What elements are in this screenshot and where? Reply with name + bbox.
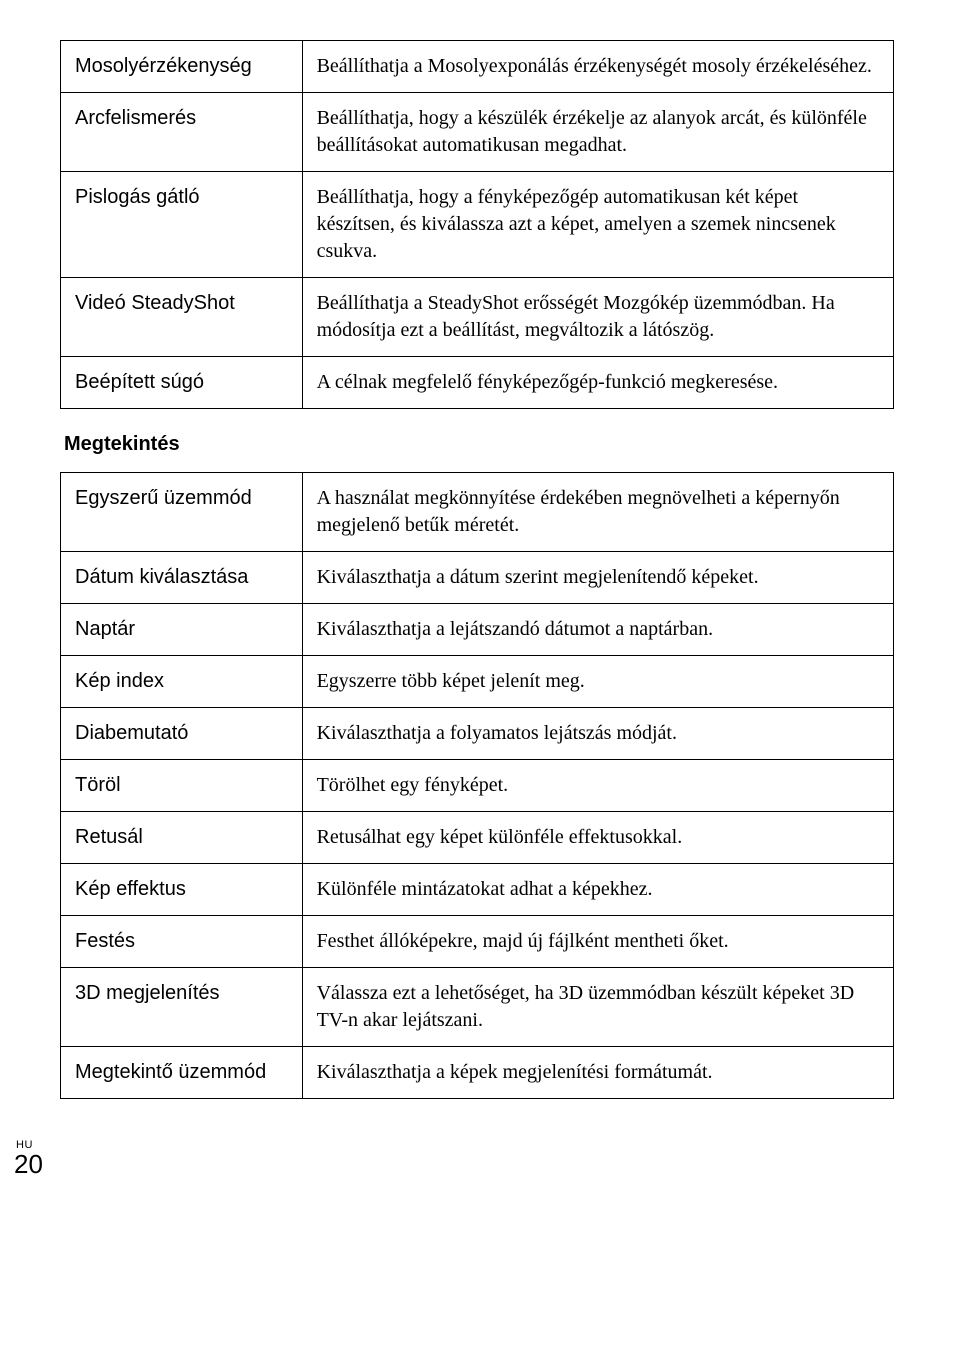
row-label: Naptár	[61, 604, 303, 656]
row-label: Retusál	[61, 812, 303, 864]
table-row: Videó SteadyShotBeállíthatja a SteadySho…	[61, 278, 894, 357]
table-row: MosolyérzékenységBeállíthatja a Mosolyex…	[61, 41, 894, 93]
table-row: Pislogás gátlóBeállíthatja, hogy a fényk…	[61, 172, 894, 278]
row-label: Dátum kiválasztása	[61, 552, 303, 604]
row-description: Retusálhat egy képet különféle effektuso…	[302, 812, 893, 864]
row-label: Pislogás gátló	[61, 172, 303, 278]
row-label: Mosolyérzékenység	[61, 41, 303, 93]
table-row: 3D megjelenítésVálassza ezt a lehetősége…	[61, 968, 894, 1047]
document-page: MosolyérzékenységBeállíthatja a Mosolyex…	[0, 0, 954, 1197]
row-label: Arcfelismerés	[61, 93, 303, 172]
table-row: Beépített súgóA célnak megfelelő fénykép…	[61, 357, 894, 409]
row-label: Töröl	[61, 760, 303, 812]
row-label: Kép index	[61, 656, 303, 708]
row-label: Kép effektus	[61, 864, 303, 916]
table-row: Kép effektusKülönféle mintázatokat adhat…	[61, 864, 894, 916]
table-row: RetusálRetusálhat egy képet különféle ef…	[61, 812, 894, 864]
table-row: NaptárKiválaszthatja a lejátszandó dátum…	[61, 604, 894, 656]
row-label: Videó SteadyShot	[61, 278, 303, 357]
row-description: Beállíthatja, hogy a fényképezőgép autom…	[302, 172, 893, 278]
table-row: ArcfelismerésBeállíthatja, hogy a készül…	[61, 93, 894, 172]
table-row: TörölTörölhet egy fényképet.	[61, 760, 894, 812]
row-description: Kiválaszthatja a folyamatos lejátszás mó…	[302, 708, 893, 760]
table-row: Kép indexEgyszerre több képet jelenít me…	[61, 656, 894, 708]
row-description: Kiválaszthatja a képek megjelenítési for…	[302, 1047, 893, 1099]
row-label: 3D megjelenítés	[61, 968, 303, 1047]
footer-page-number: 20	[14, 1151, 894, 1177]
table-row: Egyszerű üzemmódA használat megkönnyítés…	[61, 473, 894, 552]
row-description: Egyszerre több képet jelenít meg.	[302, 656, 893, 708]
section-title: Megtekintés	[64, 433, 894, 456]
footer-language: HU	[16, 1139, 894, 1151]
row-description: A használat megkönnyítése érdekében megn…	[302, 473, 893, 552]
row-label: Beépített súgó	[61, 357, 303, 409]
table-row: Megtekintő üzemmódKiválaszthatja a képek…	[61, 1047, 894, 1099]
table-row: DiabemutatóKiválaszthatja a folyamatos l…	[61, 708, 894, 760]
row-description: Festhet állóképekre, majd új fájlként me…	[302, 916, 893, 968]
row-description: Különféle mintázatokat adhat a képekhez.	[302, 864, 893, 916]
row-description: Törölhet egy fényképet.	[302, 760, 893, 812]
row-label: Megtekintő üzemmód	[61, 1047, 303, 1099]
row-label: Egyszerű üzemmód	[61, 473, 303, 552]
row-label: Diabemutató	[61, 708, 303, 760]
row-description: Kiválaszthatja a dátum szerint megjelení…	[302, 552, 893, 604]
row-description: Beállíthatja a Mosolyexponálás érzékenys…	[302, 41, 893, 93]
settings-table-bottom: Egyszerű üzemmódA használat megkönnyítés…	[60, 472, 894, 1099]
row-label: Festés	[61, 916, 303, 968]
row-description: A célnak megfelelő fényképezőgép-funkció…	[302, 357, 893, 409]
page-footer: HU 20	[14, 1139, 894, 1177]
table-row: Dátum kiválasztásaKiválaszthatja a dátum…	[61, 552, 894, 604]
settings-table-top: MosolyérzékenységBeállíthatja a Mosolyex…	[60, 40, 894, 409]
table-row: FestésFesthet állóképekre, majd új fájlk…	[61, 916, 894, 968]
row-description: Kiválaszthatja a lejátszandó dátumot a n…	[302, 604, 893, 656]
row-description: Válassza ezt a lehetőséget, ha 3D üzemmó…	[302, 968, 893, 1047]
row-description: Beállíthatja, hogy a készülék érzékelje …	[302, 93, 893, 172]
row-description: Beállíthatja a SteadyShot erősségét Mozg…	[302, 278, 893, 357]
